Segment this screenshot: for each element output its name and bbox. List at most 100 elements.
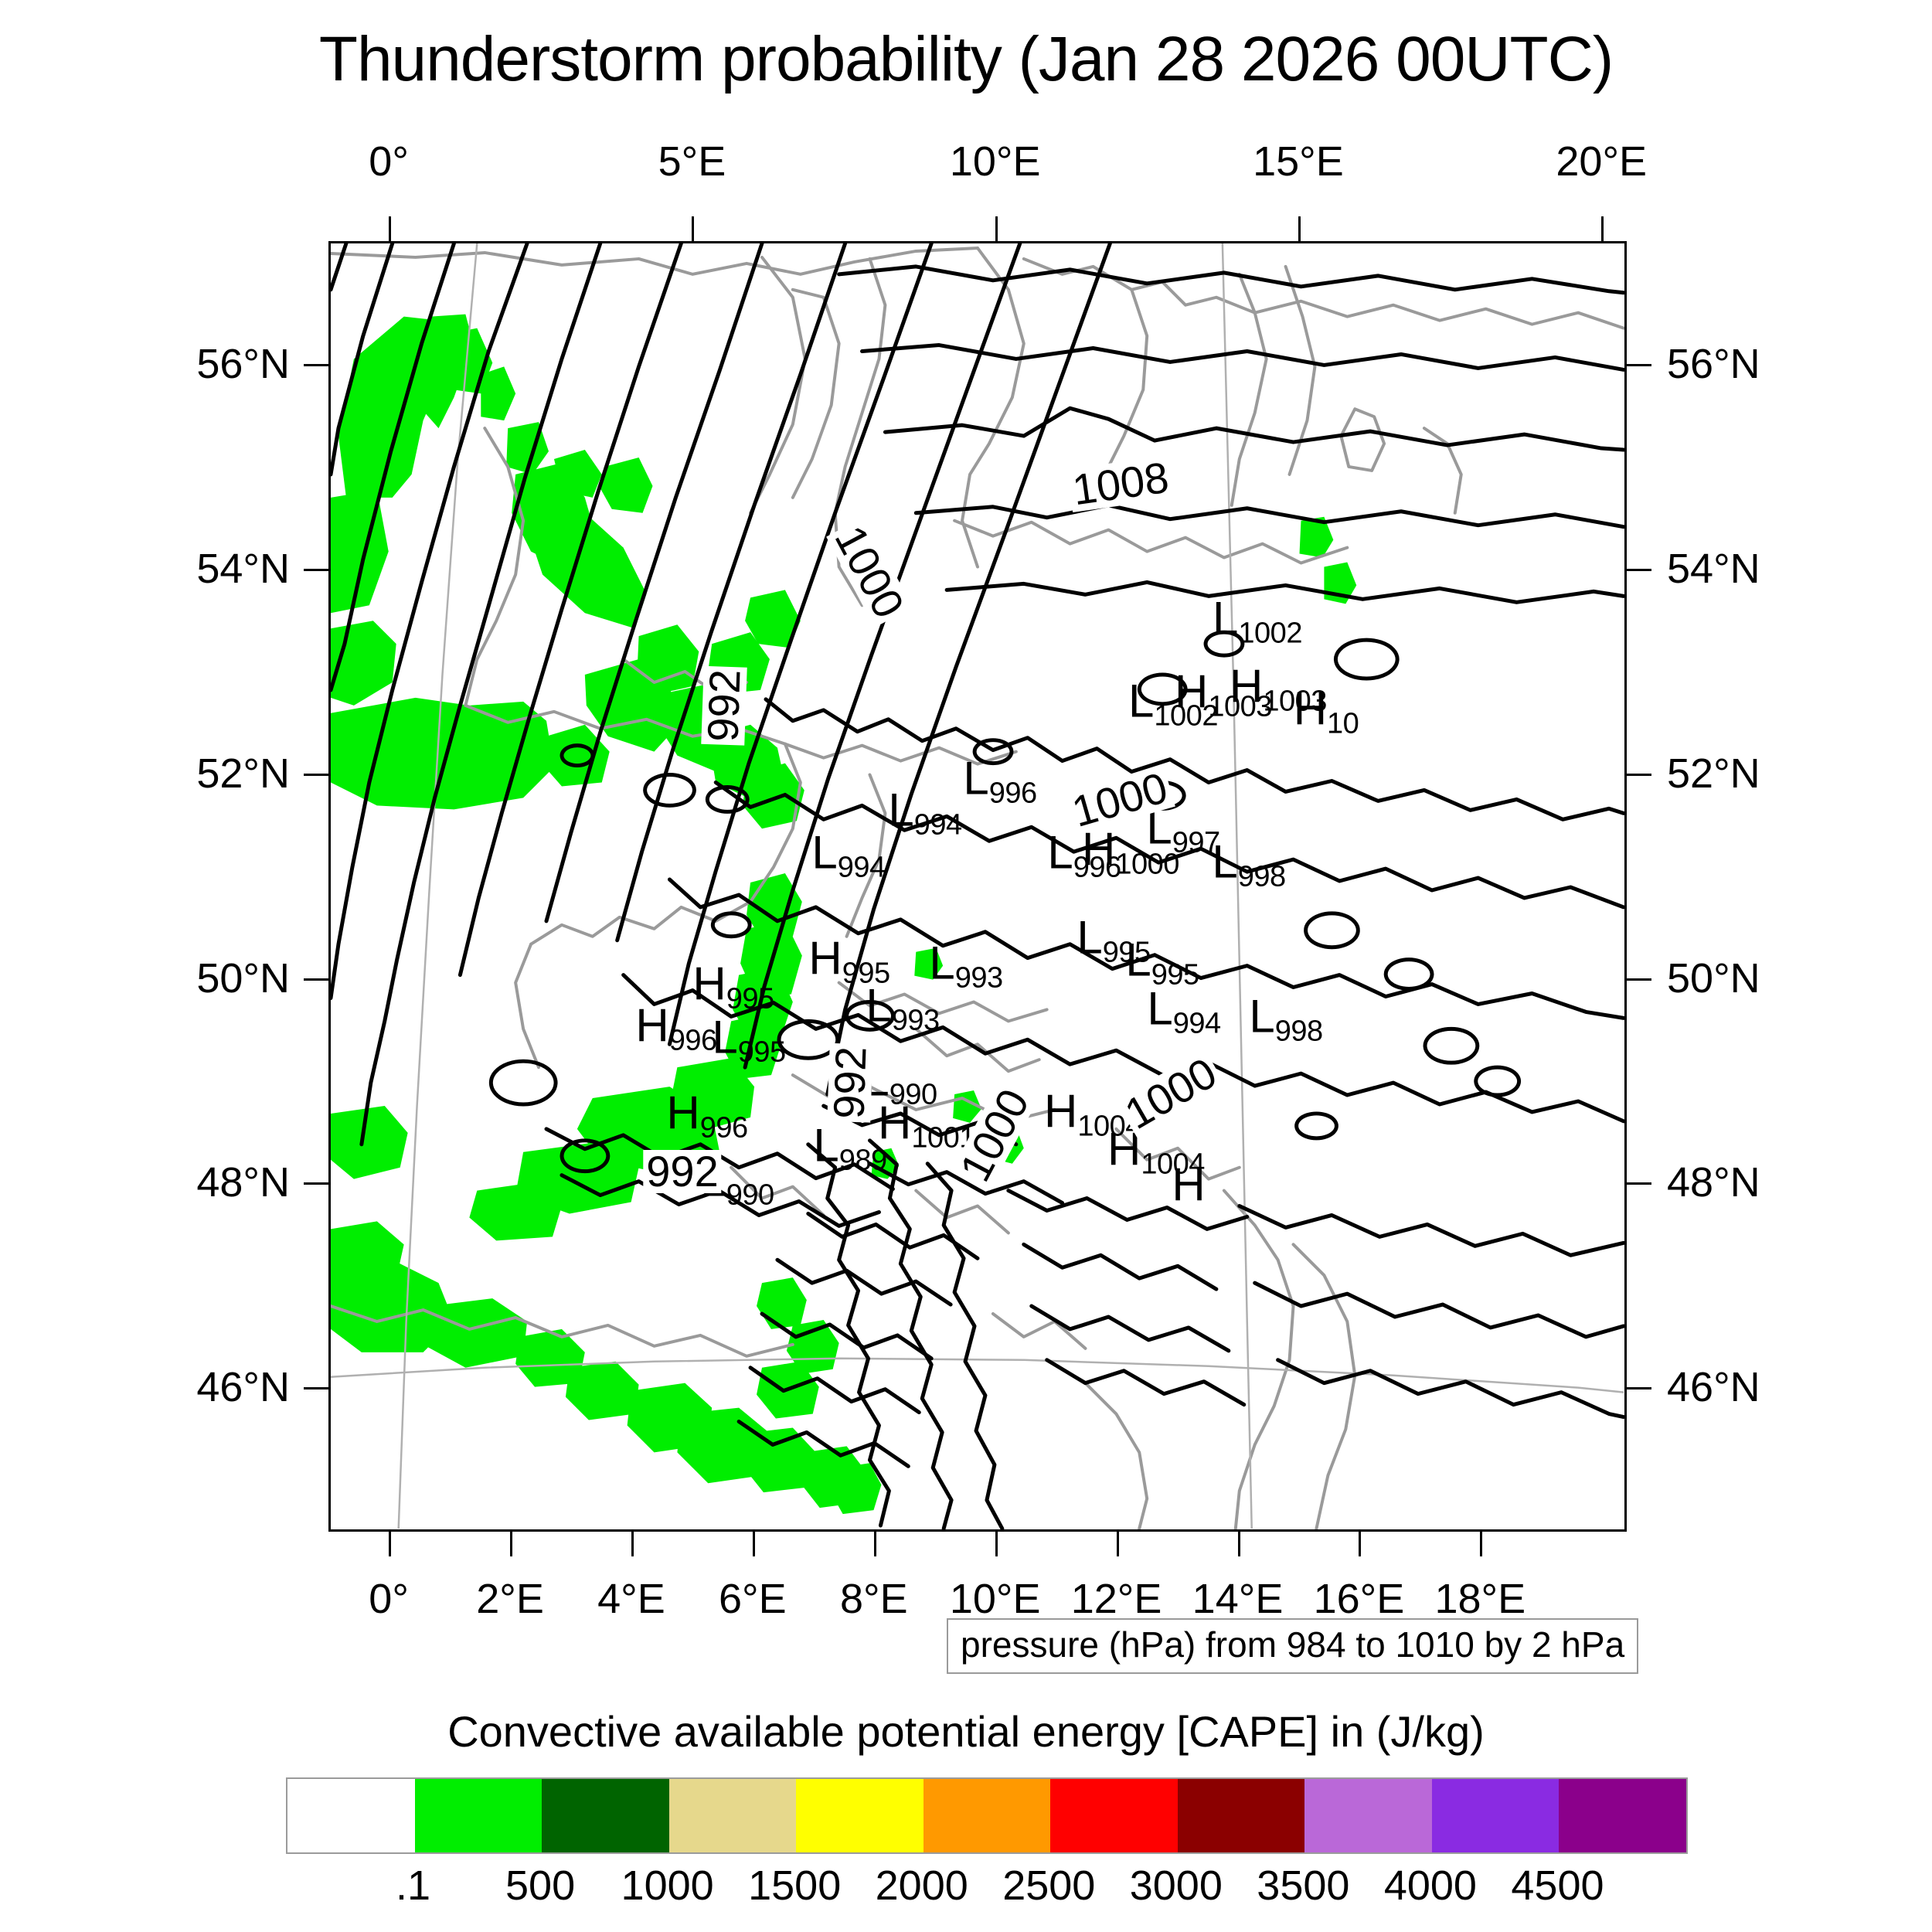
pressure-type-letter: L xyxy=(963,752,988,804)
colorbar-tick-label-1: 500 xyxy=(505,1864,575,1907)
axis-label-bottom-9: 18°E xyxy=(1434,1578,1526,1620)
low-pressure-marker-15: L993 xyxy=(929,940,1002,1001)
colorbar-segment-9[interactable] xyxy=(1432,1779,1560,1852)
isobar-value-label-2: 992 xyxy=(701,665,747,745)
axis-tick-bottom xyxy=(389,1532,391,1556)
pressure-type-letter: L xyxy=(1128,675,1154,726)
axis-tick-top xyxy=(1601,216,1604,241)
axis-tick-bottom xyxy=(874,1532,876,1556)
axis-tick-right xyxy=(1627,569,1651,571)
colorbar-segment-6[interactable] xyxy=(1050,1779,1178,1852)
axis-tick-left xyxy=(304,1182,328,1185)
colorbar-segment-3[interactable] xyxy=(669,1779,797,1852)
pressure-value: 994 xyxy=(914,809,962,842)
pressure-value: 998 xyxy=(1238,861,1286,893)
pressure-type-letter: H xyxy=(1294,682,1327,734)
axis-tick-bottom xyxy=(1117,1532,1119,1556)
low-pressure-marker-11: L998 xyxy=(1212,838,1285,900)
axis-tick-bottom xyxy=(1359,1532,1361,1556)
colorbar-segment-10[interactable] xyxy=(1559,1779,1686,1852)
axis-tick-bottom xyxy=(995,1532,998,1556)
pressure-type-letter: L xyxy=(1147,982,1172,1034)
high-pressure-marker-20: H996 xyxy=(635,1002,716,1063)
pressure-type-letter: L xyxy=(1212,835,1237,887)
axis-label-right-2: 52°N xyxy=(1667,753,1852,794)
axis-tick-bottom xyxy=(753,1532,755,1556)
colorbar-tick-label-4: 2000 xyxy=(876,1864,968,1907)
pressure-type-letter: L xyxy=(813,1119,838,1171)
pressure-type-letter: L xyxy=(712,1011,737,1063)
pressure-type-letter: L xyxy=(866,979,891,1031)
colorbar-segment-7[interactable] xyxy=(1178,1779,1305,1852)
pressure-type-letter: H xyxy=(808,932,842,984)
pressure-type-letter: L xyxy=(1125,934,1151,985)
axis-tick-right xyxy=(1627,364,1651,366)
pressure-value: 994 xyxy=(1173,1008,1221,1040)
cape-colorbar-ticks: .150010001500200025003000350040004500 xyxy=(286,1864,1685,1918)
pressure-type-letter: L xyxy=(811,826,837,878)
pressure-value: 990 xyxy=(726,1179,774,1212)
axis-label-bottom-1: 2°E xyxy=(476,1578,544,1620)
axis-label-bottom-4: 8°E xyxy=(840,1578,908,1620)
low-pressure-marker-0: L1002 xyxy=(1213,595,1302,656)
pressure-value: 993 xyxy=(892,1005,940,1037)
axis-label-top-1: 5°E xyxy=(658,141,726,182)
axis-label-top-0: 0° xyxy=(369,141,409,182)
low-pressure-marker-6: L994 xyxy=(888,787,961,848)
axis-label-top-4: 20°E xyxy=(1556,141,1647,182)
colorbar-segment-1[interactable] xyxy=(415,1779,543,1852)
pressure-value: 994 xyxy=(838,852,886,884)
map-canvas xyxy=(331,243,1624,1529)
map-plot-area[interactable]: L1002L1002H1003H1003H10L996L994L997L994L… xyxy=(328,241,1627,1532)
low-pressure-marker-18: L994 xyxy=(1147,985,1220,1046)
pressure-type-letter: L xyxy=(1077,911,1102,963)
axis-label-right-4: 48°N xyxy=(1667,1162,1852,1203)
colorbar-tick-label-2: 1000 xyxy=(621,1864,714,1907)
axis-tick-bottom xyxy=(510,1532,512,1556)
colorbar-tick-label-5: 2500 xyxy=(1002,1864,1095,1907)
isobar-value-label-7: 992 xyxy=(643,1150,721,1193)
axis-label-top-2: 10°E xyxy=(950,141,1041,182)
axis-tick-left xyxy=(304,364,328,366)
pressure-type-letter: L xyxy=(1249,990,1274,1042)
low-pressure-marker-19: L998 xyxy=(1249,993,1322,1054)
colorbar-segment-8[interactable] xyxy=(1304,1779,1432,1852)
axis-tick-right xyxy=(1627,1182,1651,1185)
axis-label-top-3: 15°E xyxy=(1253,141,1344,182)
colorbar-segment-4[interactable] xyxy=(796,1779,923,1852)
pressure-value: 1000 xyxy=(1115,849,1179,881)
low-pressure-marker-5: L996 xyxy=(963,755,1036,816)
colorbar-segment-5[interactable] xyxy=(923,1779,1051,1852)
pressure-type-letter: L xyxy=(1047,826,1073,878)
axis-tick-top xyxy=(389,216,391,241)
axis-tick-bottom xyxy=(1238,1532,1240,1556)
axis-label-left-5: 46°N xyxy=(104,1366,290,1408)
axis-tick-right xyxy=(1627,774,1651,776)
axis-tick-bottom xyxy=(631,1532,634,1556)
low-pressure-marker-21: L995 xyxy=(712,1014,785,1075)
high-pressure-marker-29: H xyxy=(1172,1162,1205,1223)
pressure-type-letter: H xyxy=(1175,665,1208,717)
axis-tick-left xyxy=(304,569,328,571)
weather-map-page: Thunderstorm probability (Jan 28 2026 00… xyxy=(0,0,1932,1932)
low-pressure-marker-17: L993 xyxy=(866,982,939,1043)
axis-label-left-0: 56°N xyxy=(104,343,290,385)
axis-label-left-3: 50°N xyxy=(104,957,290,999)
colorbar-segment-0[interactable] xyxy=(287,1779,415,1852)
axis-label-bottom-6: 12°E xyxy=(1071,1578,1162,1620)
cape-colorbar[interactable] xyxy=(286,1777,1688,1854)
colorbar-segment-2[interactable] xyxy=(542,1779,669,1852)
axis-label-bottom-0: 0° xyxy=(369,1578,409,1620)
axis-tick-left xyxy=(304,1387,328,1389)
pressure-value: 993 xyxy=(955,962,1003,995)
colorbar-tick-label-6: 3000 xyxy=(1130,1864,1223,1907)
axis-tick-left xyxy=(304,774,328,776)
axis-tick-right xyxy=(1627,1387,1651,1389)
low-pressure-marker-27: L989 xyxy=(813,1122,886,1183)
high-pressure-marker-10: H1000 xyxy=(1082,826,1179,887)
axis-tick-top xyxy=(995,216,998,241)
pressure-type-letter: H xyxy=(1230,660,1263,712)
pressure-type-letter: H xyxy=(666,1087,699,1138)
colorbar-title: Convective available potential energy [C… xyxy=(0,1706,1932,1757)
axis-label-left-2: 52°N xyxy=(104,753,290,794)
